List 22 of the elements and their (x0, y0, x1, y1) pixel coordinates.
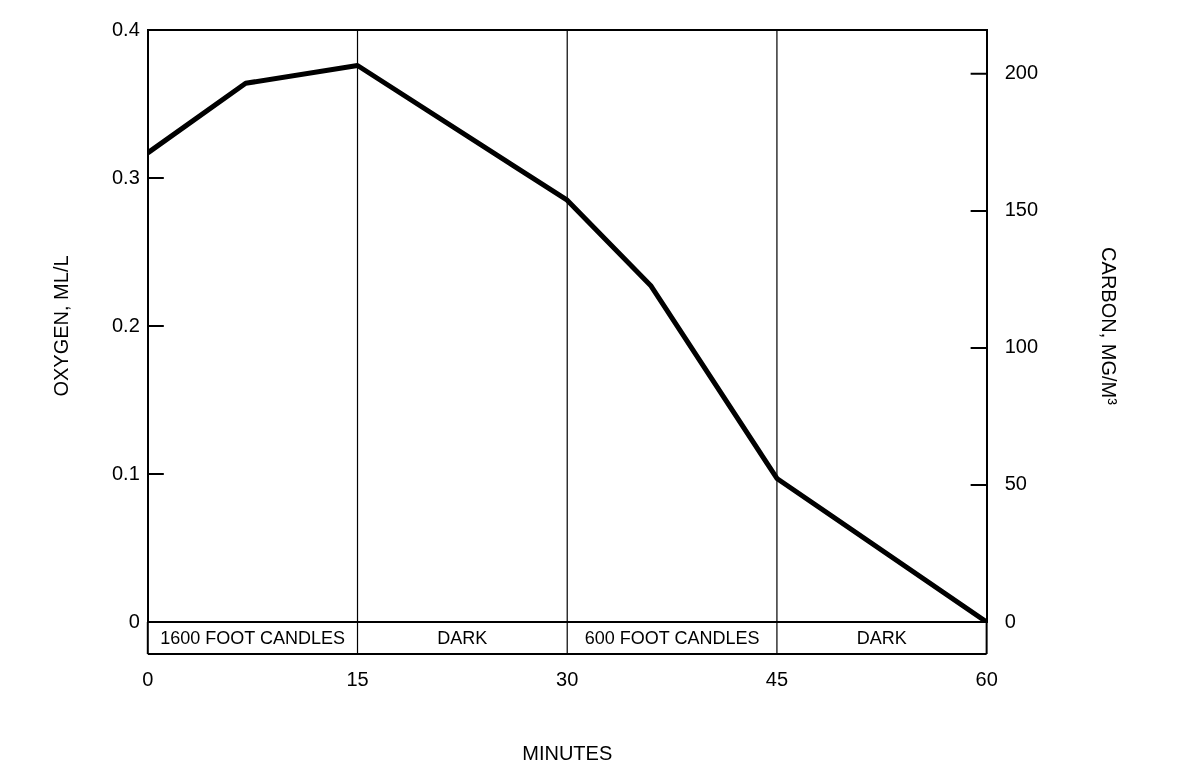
y-tick-label: 0 (128, 609, 140, 632)
x-tick-label: 15 (346, 667, 369, 690)
y2-tick-label: 100 (1004, 335, 1039, 358)
x-axis-title: MINUTES (522, 741, 613, 764)
y-tick-label: 0.3 (111, 165, 140, 188)
y-tick-label: 0.4 (111, 17, 140, 40)
text: 1600 FOOT CANDLES (160, 627, 346, 648)
text: 600 FOOT CANDLES (584, 627, 760, 648)
y2-axis-title: CARBON, MG/M³ (1098, 247, 1121, 406)
x-tick-label: 0 (142, 667, 154, 690)
y2-tick-label: 0 (1004, 609, 1016, 632)
y-axis-title: OXYGEN, ML/L (49, 255, 72, 397)
y2-tick-label: 200 (1004, 61, 1039, 84)
x-tick-label: 45 (765, 667, 789, 690)
y2-tick-label: 50 (1004, 472, 1027, 495)
y-tick-label: 0.2 (111, 313, 140, 336)
y2-tick-label: 150 (1004, 198, 1039, 221)
y-tick-label: 0.1 (111, 461, 140, 484)
x-tick-label: 60 (975, 667, 998, 690)
x-tick-label: 30 (556, 667, 579, 690)
text: DARK (437, 627, 488, 648)
text: DARK (856, 627, 907, 648)
